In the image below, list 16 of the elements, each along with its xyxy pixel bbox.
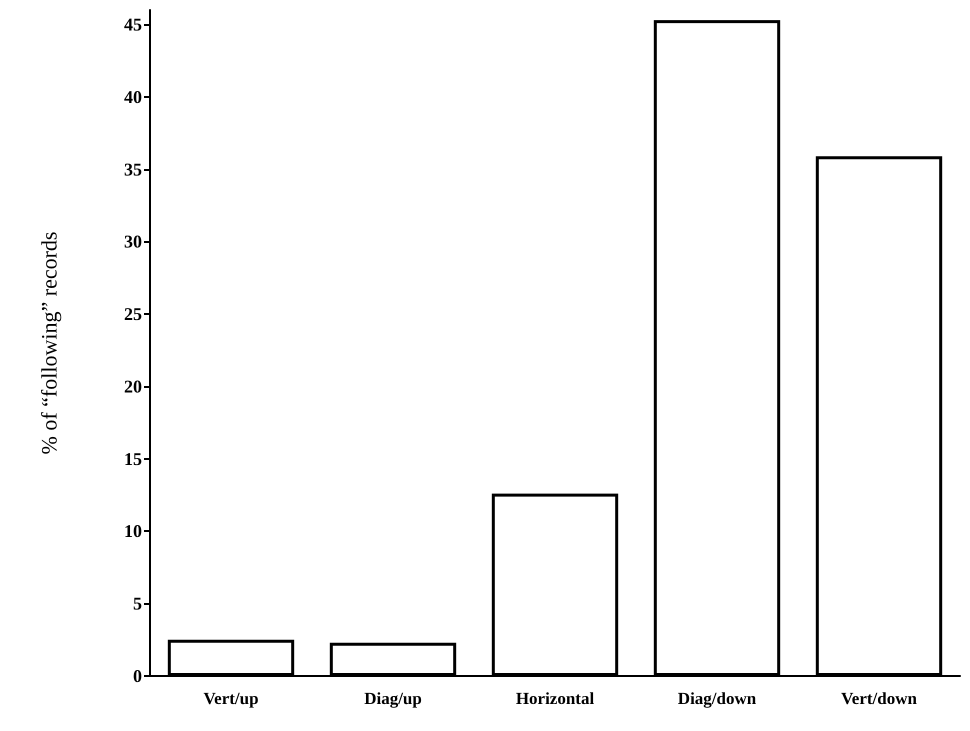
- x-tick-label: Diag/down: [678, 689, 757, 708]
- x-tick-label: Horizontal: [516, 689, 594, 708]
- y-tick-label: 45: [124, 14, 142, 34]
- y-tick-label: 5: [133, 594, 142, 614]
- y-tick-label: 40: [124, 86, 142, 107]
- y-tick-label: 30: [124, 232, 142, 252]
- y-tick-label: 0: [133, 666, 142, 686]
- y-tick-label: 35: [124, 159, 142, 180]
- y-tick-label: 15: [124, 448, 142, 469]
- y-tick-label: 25: [124, 304, 142, 324]
- y-tick-label: 20: [124, 376, 142, 396]
- y-tick-label: 10: [124, 521, 142, 542]
- y-axis-title: % of “following” records: [36, 232, 62, 454]
- x-tick-label: Diag/up: [364, 689, 422, 708]
- x-tick-label: Vert/down: [841, 689, 918, 708]
- x-tick-label: Vert/up: [203, 689, 259, 708]
